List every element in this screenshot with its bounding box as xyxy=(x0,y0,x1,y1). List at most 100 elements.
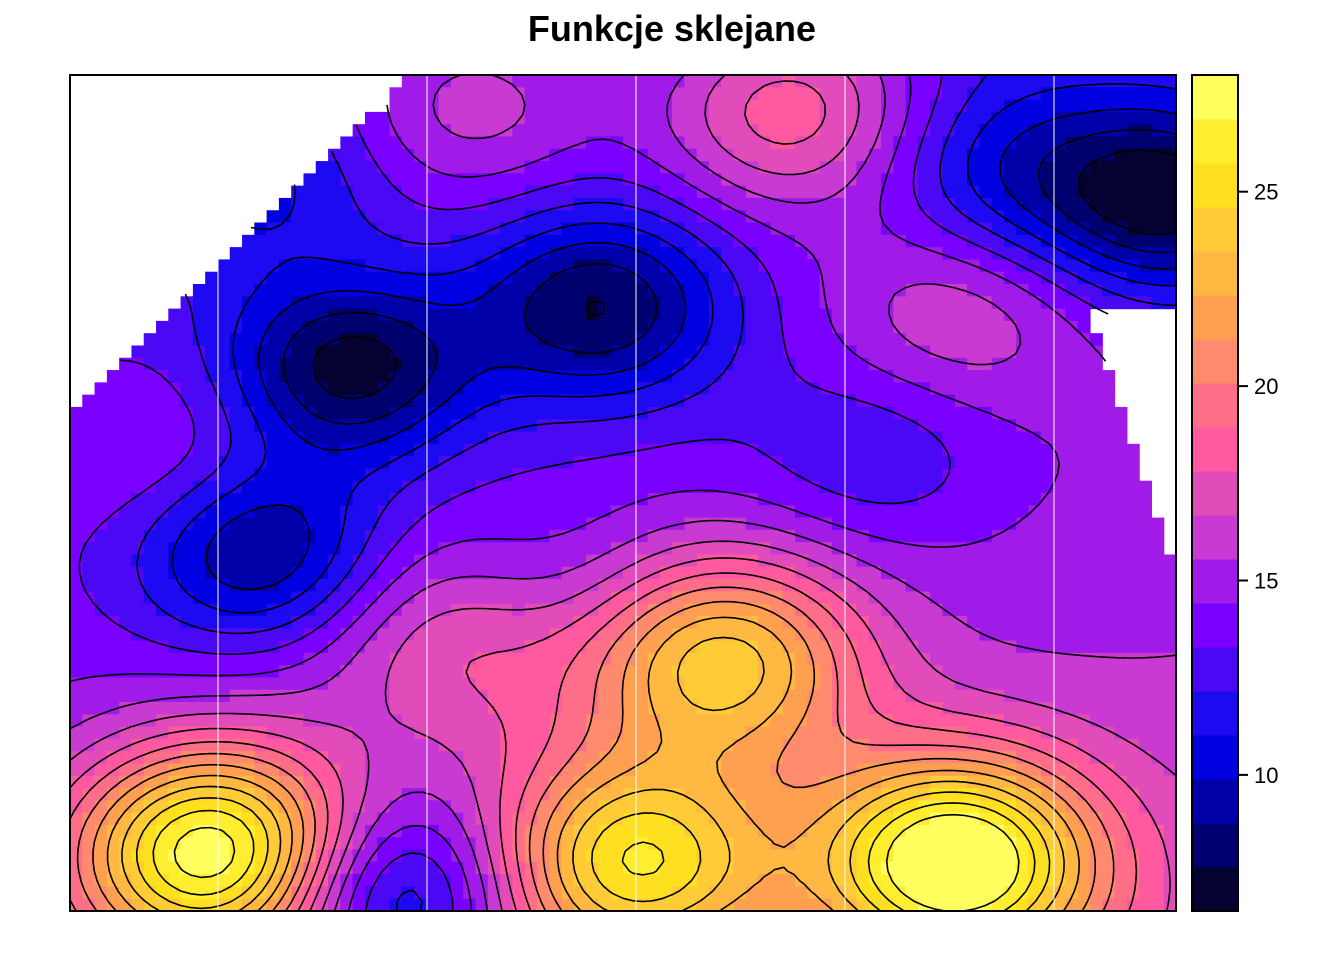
heat-cell xyxy=(598,677,612,691)
heat-cell xyxy=(623,161,636,174)
heat-cell xyxy=(561,800,575,814)
heat-cell xyxy=(672,738,686,752)
heat-cell xyxy=(672,615,686,629)
heat-cell xyxy=(709,468,722,482)
heat-cell xyxy=(168,665,182,679)
heat-cell xyxy=(659,124,673,138)
heat-cell xyxy=(659,320,673,334)
heat-cell xyxy=(795,370,808,383)
heat-cell xyxy=(696,751,710,765)
heat-cell xyxy=(696,493,710,506)
heat-cell xyxy=(1016,111,1030,125)
heat-cell xyxy=(487,148,501,162)
heat-cell xyxy=(242,382,255,396)
heat-cell xyxy=(328,505,341,519)
heat-cell xyxy=(917,628,931,642)
heat-cell xyxy=(942,702,956,715)
heat-cell xyxy=(991,259,1005,273)
heat-cell xyxy=(586,640,600,654)
heat-cell xyxy=(745,197,759,211)
heat-cell xyxy=(352,345,366,359)
heat-cell xyxy=(536,554,550,568)
heat-cell xyxy=(831,493,845,506)
heat-cell xyxy=(844,234,858,248)
heat-cell xyxy=(696,148,710,162)
heat-cell xyxy=(586,517,600,531)
heat-cell xyxy=(524,148,538,162)
heat-cell xyxy=(168,517,182,531)
heat-cell xyxy=(967,603,980,617)
heat-cell xyxy=(438,173,452,187)
heat-cell xyxy=(573,124,587,138)
heat-cell xyxy=(278,284,292,297)
heat-cell xyxy=(573,837,587,851)
heat-cell xyxy=(758,615,772,629)
heat-cell xyxy=(524,320,538,334)
heat-cell xyxy=(377,763,391,777)
heat-cell xyxy=(635,87,649,101)
heat-cell xyxy=(131,652,145,666)
heat-cell xyxy=(438,185,452,199)
heat-cell xyxy=(487,775,501,789)
heat-cell xyxy=(119,812,133,826)
heat-cell xyxy=(881,247,894,261)
heat-cell xyxy=(549,603,563,617)
heat-cell xyxy=(303,824,317,838)
heat-cell xyxy=(266,333,280,347)
heat-cell xyxy=(217,468,231,482)
heat-cell xyxy=(291,542,305,556)
heat-cell xyxy=(586,751,600,765)
heat-cell xyxy=(549,124,563,138)
heat-cell xyxy=(696,87,710,101)
heat-cell xyxy=(217,480,231,494)
heat-cell xyxy=(598,603,612,617)
heat-cell xyxy=(684,111,698,125)
heat-cell xyxy=(893,456,907,470)
heat-cell xyxy=(831,702,845,715)
heat-cell xyxy=(340,554,354,568)
heat-cell xyxy=(868,800,882,814)
heat-cell xyxy=(905,357,919,371)
heat-cell xyxy=(623,468,636,482)
heat-cell xyxy=(450,370,464,383)
heat-cell xyxy=(487,308,501,322)
heat-cell xyxy=(893,849,907,863)
heat-cell xyxy=(598,788,612,801)
heat-cell xyxy=(536,689,550,703)
heat-cell xyxy=(119,443,133,457)
heat-cell xyxy=(242,517,255,531)
heat-cell xyxy=(561,714,575,728)
heat-cell xyxy=(881,677,894,691)
heat-cell xyxy=(881,456,894,470)
heat-cell xyxy=(389,812,403,826)
heat-cell xyxy=(856,99,870,113)
heat-cell xyxy=(291,234,305,248)
heat-cell xyxy=(438,566,452,580)
heat-cell xyxy=(364,493,378,506)
heat-cell xyxy=(598,148,612,162)
heat-cell xyxy=(721,824,735,838)
heat-cell xyxy=(500,394,513,408)
heat-cell xyxy=(389,702,403,715)
heat-cell xyxy=(524,689,538,703)
heat-cell xyxy=(377,677,391,691)
heat-cell xyxy=(463,99,477,113)
heat-cell xyxy=(868,75,882,88)
heat-cell xyxy=(401,431,415,445)
heat-cell xyxy=(856,136,870,150)
heat-cell xyxy=(856,849,870,863)
heat-cell xyxy=(954,456,968,470)
heat-cell xyxy=(795,394,808,408)
heat-cell xyxy=(745,886,759,900)
heat-cell xyxy=(696,505,710,519)
heat-cell xyxy=(389,493,403,506)
heat-cell xyxy=(1003,222,1017,236)
heat-cell xyxy=(1016,271,1030,285)
heat-cell xyxy=(303,197,317,211)
heat-cell xyxy=(844,333,858,347)
heat-cell xyxy=(156,849,169,863)
heat-cell xyxy=(536,148,550,162)
heat-cell xyxy=(82,603,96,617)
heat-cell xyxy=(709,849,722,863)
heat-cell xyxy=(414,493,427,506)
